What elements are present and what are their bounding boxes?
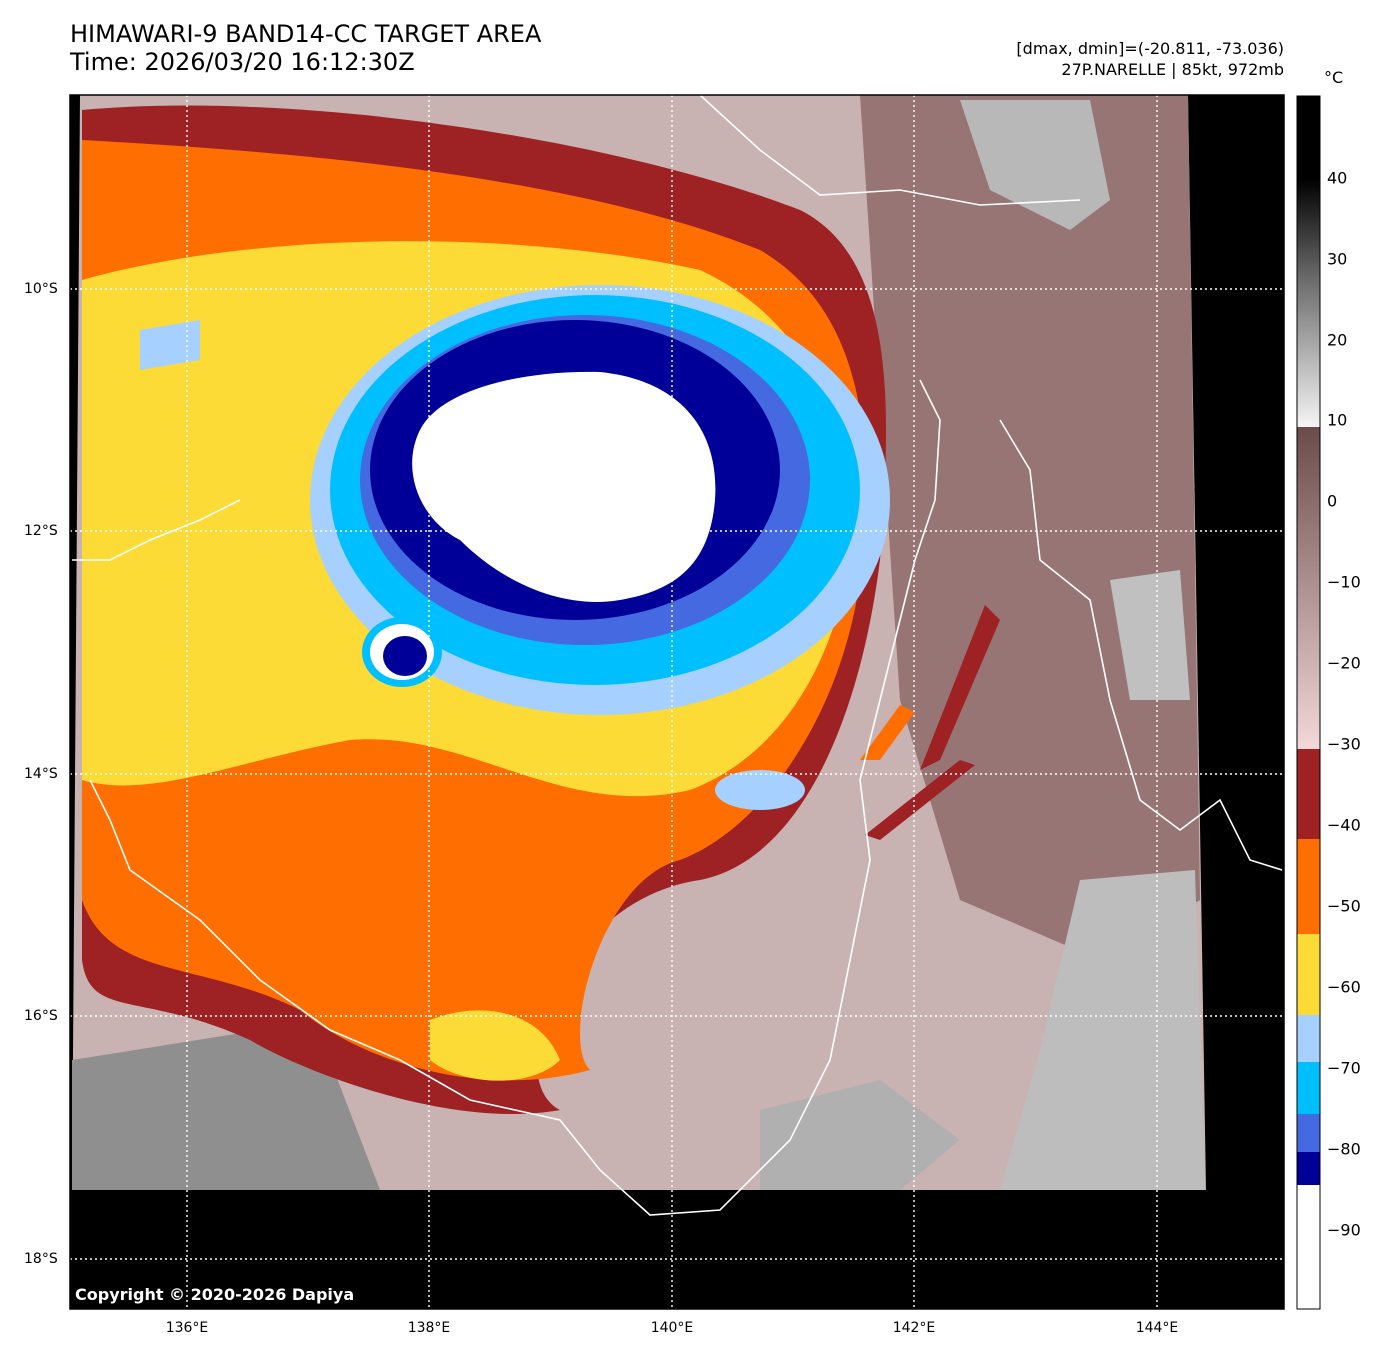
lon-label-142e: 142°E (892, 1320, 936, 1336)
colorbar-lightblue (1297, 1015, 1320, 1062)
coastline (72, 95, 1283, 1216)
lat-label-12s: 12°S (24, 523, 58, 539)
colorbar (1296, 95, 1321, 1310)
title-line-1: HIMAWARI-9 BAND14-CC TARGET AREA (70, 20, 542, 48)
range-text: [dmax, dmin]=(-20.811, -73.036) (1016, 39, 1284, 58)
colorbar-navy (1297, 1152, 1320, 1185)
colorbar-tick: −20 (1327, 653, 1361, 673)
colorbar-tick: −40 (1327, 815, 1361, 835)
clear-patch-sw (72, 1030, 380, 1190)
rainband-3 (865, 760, 975, 840)
colorbar-brown (1297, 427, 1320, 749)
colorbar-tick: −50 (1327, 896, 1361, 916)
colorbar-tick: −80 (1327, 1139, 1361, 1159)
colorbar-orange (1297, 839, 1320, 934)
colorbar-tick: 40 (1327, 168, 1348, 188)
chart-title: HIMAWARI-9 BAND14-CC TARGET AREA Time: 2… (70, 20, 541, 76)
lon-label-140e: 140°E (650, 1320, 694, 1336)
clear-patch-ne (960, 100, 1110, 230)
clear-patch-e (1110, 570, 1190, 700)
colorbar-tick: −70 (1327, 1058, 1361, 1078)
colorbar-frame (1296, 95, 1321, 1310)
fragment-lightblue-w (140, 320, 200, 370)
chart-meta: [dmax, dmin]=(-20.811, -73.036) 27P.NARE… (1016, 38, 1284, 80)
colorbar-blue (1297, 1114, 1320, 1152)
lat-label-18s: 18°S (24, 1251, 58, 1267)
clear-patch-se (1000, 870, 1205, 1190)
cloud-yellow-south (430, 1010, 560, 1081)
colorbar-yellow (1297, 934, 1320, 1015)
cloud-top-coldest (412, 371, 716, 602)
title-line-2: Time: 2026/03/20 16:12:30Z (70, 48, 415, 76)
lat-label-10s: 10°S (24, 281, 58, 297)
lat-label-14s: 14°S (24, 766, 58, 782)
colorbar-unit: °C (1324, 68, 1344, 87)
lon-label-138e: 138°E (407, 1320, 451, 1336)
copyright-text: Copyright © 2020-2026 Dapiya (75, 1285, 355, 1304)
colorbar-tick: −10 (1327, 572, 1361, 592)
colorbar-maroon (1297, 749, 1320, 839)
colorbar-cyan (1297, 1062, 1320, 1114)
map-frame (69, 94, 1285, 1310)
colorbar-tick: 20 (1327, 330, 1348, 350)
map-area (70, 95, 1284, 1309)
fragment-lightblue (715, 770, 805, 810)
colorbar-gray (1297, 96, 1320, 427)
gridlines (70, 95, 1284, 1309)
storm-text: 27P.NARELLE | 85kt, 972mb (1061, 60, 1284, 79)
colorbar-tick: −60 (1327, 977, 1361, 997)
colorbar-tick: 0 (1327, 491, 1338, 511)
colorbar-tick: 30 (1327, 249, 1348, 269)
rainband-1 (920, 605, 1000, 770)
colorbar-white (1297, 1185, 1320, 1309)
colorbar-tick: 10 (1327, 410, 1348, 430)
clear-patch-s (760, 1080, 960, 1190)
lon-label-144e: 144°E (1135, 1320, 1179, 1336)
rainband-2 (860, 705, 915, 760)
lat-label-16s: 16°S (24, 1008, 58, 1024)
cell-navy (383, 636, 427, 676)
lon-label-136e: 136°E (165, 1320, 209, 1336)
colorbar-tick: −30 (1327, 734, 1361, 754)
colorbar-tick: −90 (1327, 1220, 1361, 1240)
